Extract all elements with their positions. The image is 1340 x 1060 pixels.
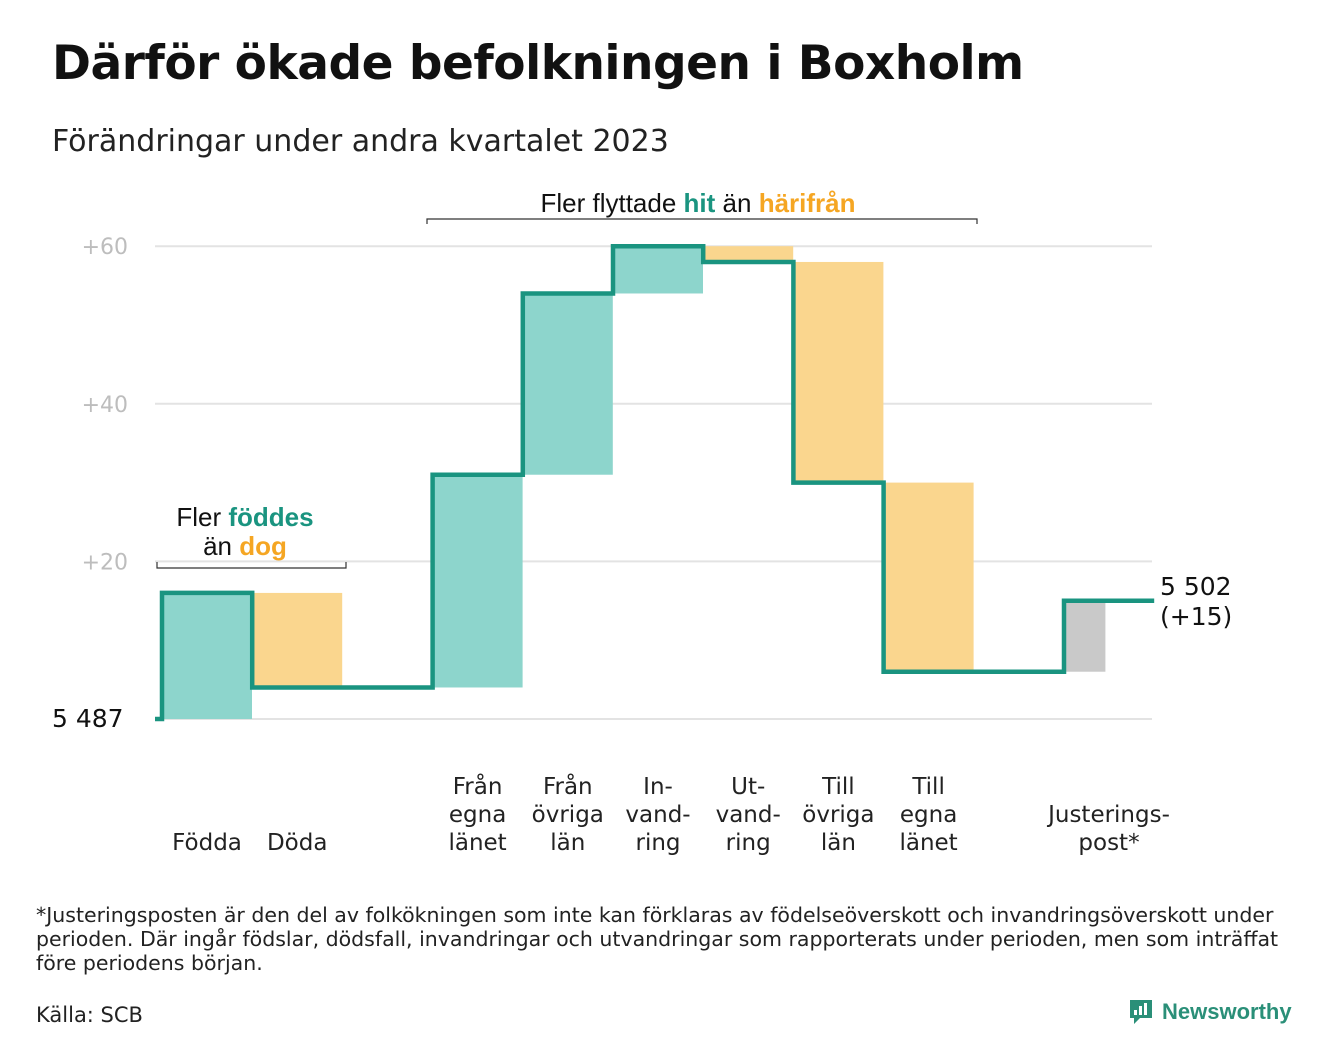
brand-name: Newsworthy — [1162, 999, 1292, 1024]
newsworthy-logo-icon — [1130, 1000, 1152, 1024]
category-label: Till — [911, 774, 945, 800]
births-annotation-line1: Fler föddes — [176, 502, 313, 532]
bar-decrease — [793, 261, 884, 483]
y-tick-label: +20 — [82, 550, 128, 575]
category-label: vand- — [716, 802, 781, 828]
bars — [162, 246, 1106, 719]
source-note: Källa: SCB — [36, 1003, 143, 1027]
step-line — [155, 243, 1155, 722]
category-label: post* — [1078, 830, 1139, 856]
migration-bracket — [426, 218, 978, 224]
category-label: län — [550, 830, 585, 856]
category-label: ring — [635, 830, 680, 856]
births-bracket — [156, 562, 347, 569]
y-tick-label: +60 — [82, 235, 128, 260]
chart-subtitle: Förändringar under andra kvartalet 2023 — [52, 124, 669, 159]
category-label: In- — [643, 774, 673, 800]
end-value-label: 5 502 — [1160, 572, 1232, 601]
y-tick-label: +40 — [82, 393, 128, 418]
category-label: Till — [821, 774, 855, 800]
bar-adjustment — [1064, 600, 1106, 672]
base-value-label: 5 487 — [52, 704, 124, 733]
category-label: vand- — [625, 802, 690, 828]
category-label: Från — [543, 772, 593, 800]
bar-increase — [522, 293, 613, 475]
category-label: egna — [900, 802, 957, 828]
end-change-label: (+15) — [1160, 602, 1232, 631]
migration-annotation: Fler flyttade hit än härifrån — [540, 188, 855, 218]
births-annotation-line2: än dog — [203, 531, 287, 561]
chart-title: Därför ökade befolkningen i Boxholm — [52, 36, 1024, 91]
category-label: övriga — [532, 802, 604, 828]
category-label: egna — [449, 802, 506, 828]
bar-increase — [432, 474, 523, 688]
bar-decrease — [703, 246, 794, 262]
category-label: länet — [899, 830, 957, 856]
category-label: länet — [448, 830, 506, 856]
category-label: Från — [453, 772, 503, 800]
category-label: Döda — [267, 830, 327, 856]
category-label: Justerings- — [1046, 802, 1170, 828]
footnote: *Justeringsposten är den del av folkökni… — [36, 903, 1279, 975]
bar-decrease — [883, 482, 974, 672]
bar-decrease — [252, 592, 343, 688]
category-label: ring — [726, 830, 771, 856]
cumulative-line — [155, 243, 1155, 722]
category-label: Födda — [172, 830, 242, 856]
bar-increase — [162, 592, 252, 719]
category-label: övriga — [802, 802, 874, 828]
brand: Newsworthy — [1128, 998, 1292, 1026]
bar-increase — [613, 246, 703, 294]
category-label: län — [821, 830, 856, 856]
category-label: Ut- — [731, 774, 765, 800]
